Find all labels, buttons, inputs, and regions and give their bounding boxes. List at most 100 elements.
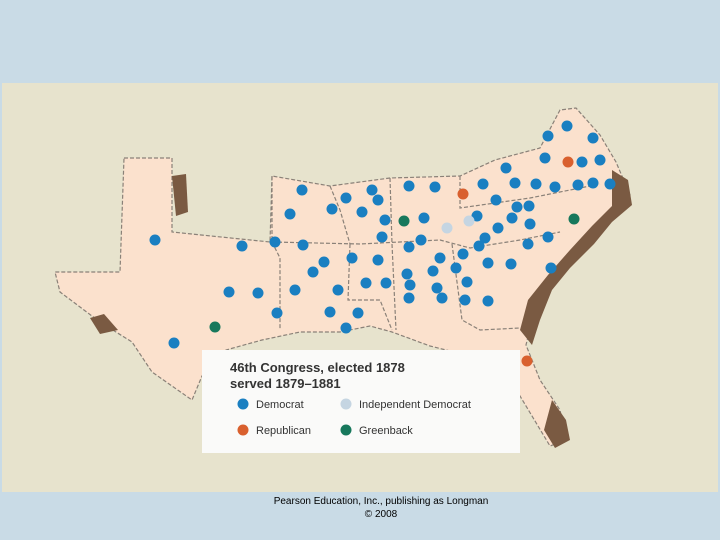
- legend-swatch: [237, 398, 249, 410]
- district-dot: [418, 212, 430, 224]
- legend-swatch: [237, 424, 249, 436]
- district-dot: [403, 241, 415, 253]
- district-dot: [352, 307, 364, 319]
- state-border: [271, 176, 281, 330]
- district-dot: [431, 282, 443, 294]
- legend-label: Republican: [256, 425, 311, 437]
- district-dot: [572, 179, 584, 191]
- district-dot: [340, 192, 352, 204]
- district-dot: [372, 194, 384, 206]
- district-dot: [427, 265, 439, 277]
- district-dot: [509, 177, 521, 189]
- footer-text: © 2008: [365, 509, 398, 520]
- legend-swatch: [340, 424, 352, 436]
- district-dot: [434, 252, 446, 264]
- district-dot: [523, 200, 535, 212]
- district-dot: [356, 206, 368, 218]
- legend-label: Greenback: [359, 425, 413, 437]
- district-dot: [366, 184, 378, 196]
- district-dot: [307, 266, 319, 278]
- district-dot: [490, 194, 502, 206]
- footer-text: Pearson Education, Inc., publishing as L…: [274, 496, 489, 507]
- district-dot: [482, 257, 494, 269]
- district-dot: [562, 156, 574, 168]
- district-dot: [346, 252, 358, 264]
- district-dot: [168, 337, 180, 349]
- district-dot: [380, 277, 392, 289]
- district-dot: [539, 152, 551, 164]
- legend-box: [202, 350, 520, 453]
- district-dot: [372, 254, 384, 266]
- state-border: [347, 243, 393, 331]
- district-dot: [379, 214, 391, 226]
- district-dot: [473, 240, 485, 252]
- district-dot: [542, 231, 554, 243]
- coast: [544, 400, 570, 448]
- district-dot: [545, 262, 557, 274]
- district-dot: [457, 248, 469, 260]
- district-dot: [463, 215, 475, 227]
- coast: [520, 170, 632, 345]
- district-dot: [587, 132, 599, 144]
- district-dot: [604, 178, 616, 190]
- district-dot: [326, 203, 338, 215]
- district-dot: [479, 232, 491, 244]
- district-dot: [269, 236, 281, 248]
- district-dot: [398, 215, 410, 227]
- district-dot: [401, 268, 413, 280]
- legend-subtitle: served 1879–1881: [230, 376, 341, 391]
- district-dot: [149, 234, 161, 246]
- district-dot: [505, 258, 517, 270]
- legend-label: Democrat: [256, 399, 304, 411]
- legend-swatch: [340, 398, 352, 410]
- district-dot: [450, 262, 462, 274]
- legend-label: Independent Democrat: [359, 399, 471, 411]
- district-dot: [576, 156, 588, 168]
- district-dot: [542, 130, 554, 142]
- district-dot: [404, 279, 416, 291]
- district-dot: [252, 287, 264, 299]
- district-dot: [587, 177, 599, 189]
- district-dot: [568, 213, 580, 225]
- district-dot: [477, 178, 489, 190]
- state-border: [389, 177, 397, 331]
- district-dot: [376, 231, 388, 243]
- district-dot: [340, 322, 352, 334]
- district-dot: [297, 239, 309, 251]
- legend: Democrat Independent Democrat Republican Gr…: [237, 398, 471, 437]
- district-dot: [403, 180, 415, 192]
- district-dot: [415, 234, 427, 246]
- district-dot: [360, 277, 372, 289]
- district-dot: [561, 120, 573, 132]
- district-dot: [236, 240, 248, 252]
- state-border: [451, 243, 521, 331]
- district-dot: [429, 181, 441, 193]
- coast: [90, 314, 118, 334]
- district-dot: [461, 276, 473, 288]
- district-dot: [594, 154, 606, 166]
- legend-title: 46th Congress, elected 1878: [230, 360, 405, 375]
- district-dot: [271, 307, 283, 319]
- district-dot: [289, 284, 301, 296]
- district-dot: [511, 201, 523, 213]
- district-dot: [209, 321, 221, 333]
- district-dot: [296, 184, 308, 196]
- district-dot: [441, 222, 453, 234]
- district-dot: [500, 162, 512, 174]
- district-dot: [324, 306, 336, 318]
- district-dot: [457, 188, 469, 200]
- district-dot: [492, 222, 504, 234]
- district-dot: [459, 294, 471, 306]
- district-dot: [524, 218, 536, 230]
- district-dot: [471, 210, 483, 222]
- district-dot: [506, 212, 518, 224]
- district-dot: [530, 178, 542, 190]
- district-dot: [223, 286, 235, 298]
- district-dot: [521, 355, 533, 367]
- state-border: [271, 231, 561, 249]
- state-border: [329, 185, 351, 245]
- district-dot: [403, 292, 415, 304]
- district-dot: [284, 208, 296, 220]
